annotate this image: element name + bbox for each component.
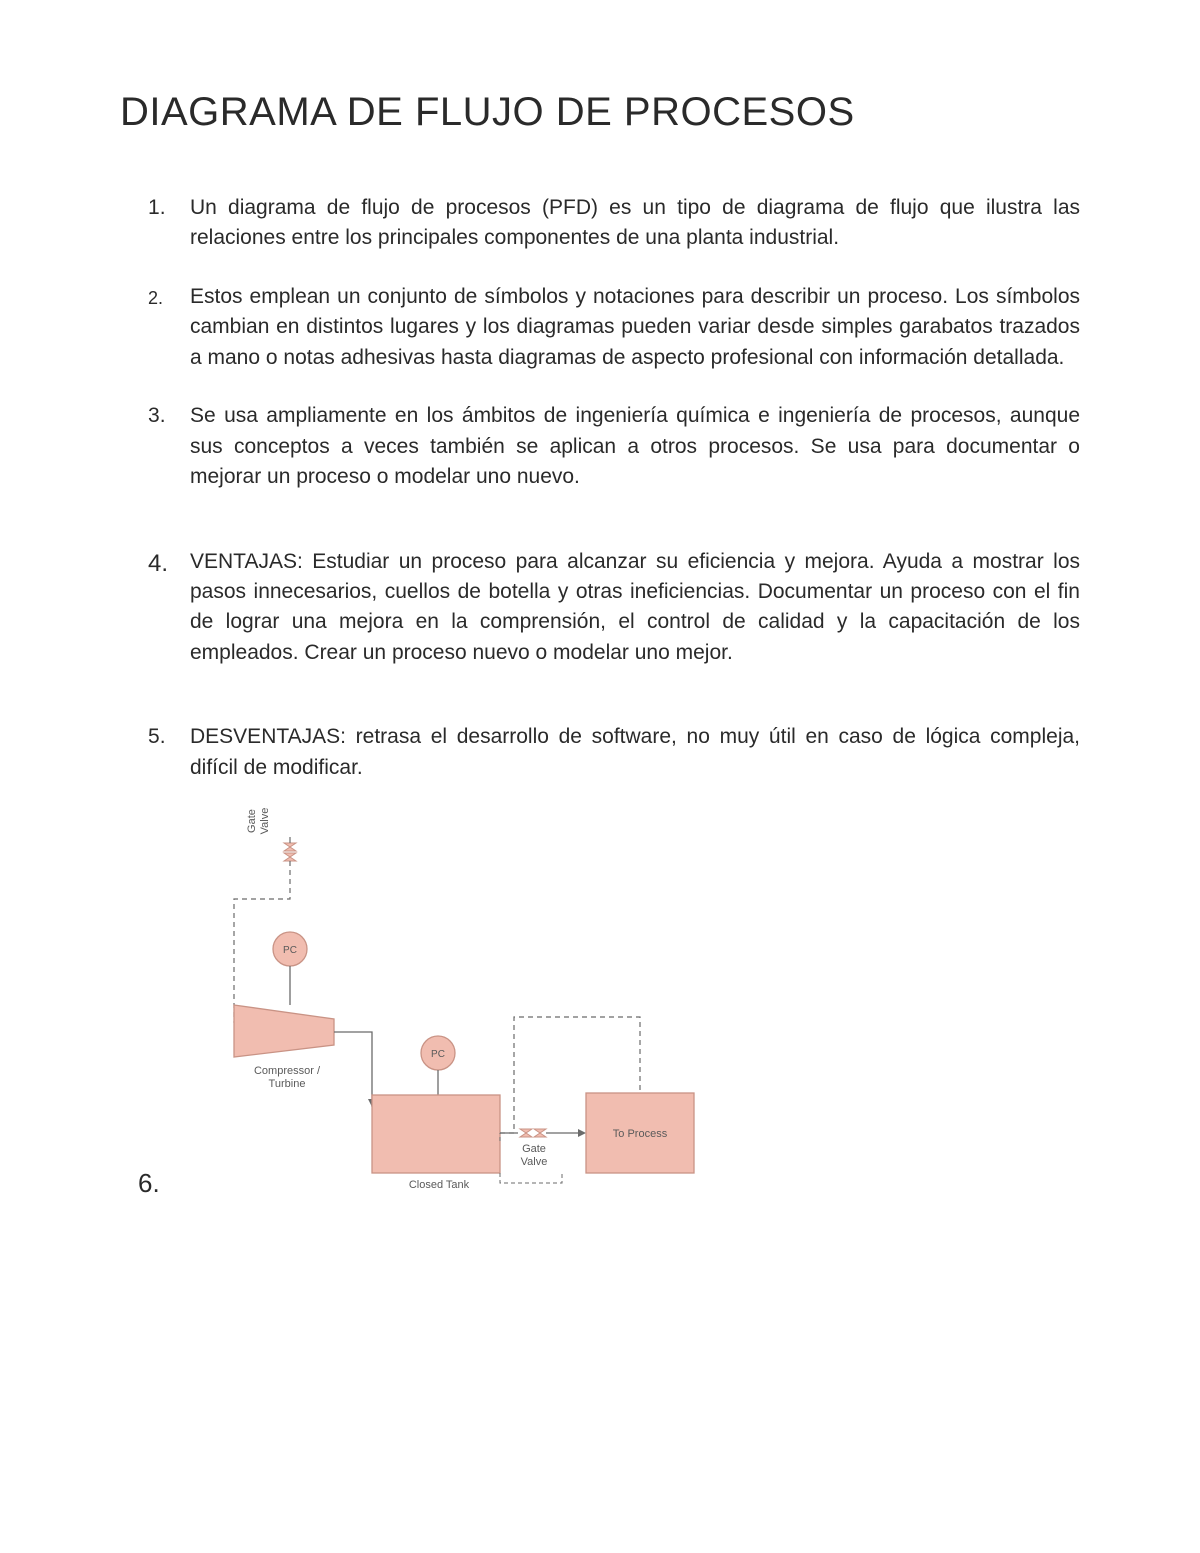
arrowhead-icon: [578, 1129, 586, 1137]
closed-tank-shape: [372, 1095, 500, 1173]
list-item: Estos emplean un conjunto de símbolos y …: [190, 282, 1080, 373]
list-item: Se usa ampliamente en los ámbitos de ing…: [190, 401, 1080, 492]
list-item: DESVENTAJAS: retrasa el desarrollo de so…: [190, 722, 1080, 783]
gate-valve-top-label: GateValve: [246, 801, 272, 841]
gate-valve-top-icon: [284, 837, 296, 861]
page-title: DIAGRAMA DE FLUJO DE PROCESOS: [120, 90, 1080, 135]
dashed-line: [500, 1173, 562, 1183]
diagram-svg: PC PC: [184, 837, 704, 1207]
ordered-list: Un diagrama de flujo de procesos (PFD) e…: [120, 193, 1080, 1207]
list-item-diagram: PC PC: [190, 837, 1080, 1207]
pc-node-2-label: PC: [431, 1049, 445, 1060]
connector-line: [334, 1032, 372, 1107]
pfd-diagram: PC PC: [184, 837, 704, 1207]
list-item: Un diagrama de flujo de procesos (PFD) e…: [190, 193, 1080, 254]
compressor-shape: [234, 1005, 334, 1057]
gate-valve-right-label: GateValve: [514, 1143, 554, 1169]
gate-valve-right-icon: [520, 1129, 546, 1137]
document-page: DIAGRAMA DE FLUJO DE PROCESOS Un diagram…: [0, 0, 1200, 1553]
compressor-label: Compressor /Turbine: [242, 1065, 332, 1091]
list-item: VENTAJAS: Estudiar un proceso para alcan…: [190, 547, 1080, 669]
closed-tank-label: Closed Tank: [394, 1179, 484, 1192]
pc-node-1-label: PC: [283, 945, 297, 956]
to-process-label: To Process: [613, 1128, 668, 1140]
